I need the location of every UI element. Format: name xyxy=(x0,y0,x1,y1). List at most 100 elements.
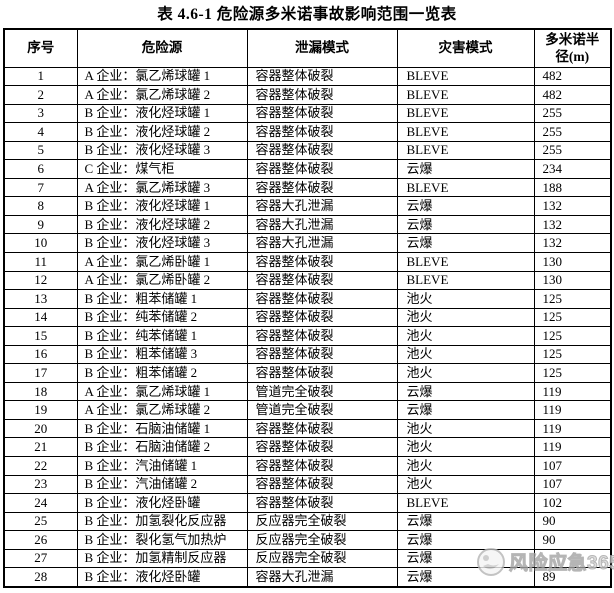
cell-hazard-source: B 企业：液化烃球罐 3 xyxy=(76,140,248,161)
cell-hazard-source: B 企业：汽油储罐 1 xyxy=(76,455,248,476)
table-row: 1 A 企业：氯乙烯球罐 1 容器整体破裂 BLEVE 482 xyxy=(3,66,612,87)
table-row: 27 B 企业：加氢精制反应器 反应器完全破裂 云爆 xyxy=(3,548,612,569)
cell-radius: 125 xyxy=(533,363,612,383)
cell-index: 22 xyxy=(3,455,78,476)
cell-radius: 102 xyxy=(533,493,612,513)
table-row: 13 B 企业：粗苯储罐 1 容器整体破裂 池火 125 xyxy=(3,289,612,309)
cell-hazard-source: B 企业：裂化氢气加热炉 xyxy=(76,530,248,550)
cell-radius: 119 xyxy=(533,437,612,457)
cell-leak-mode: 容器整体破裂 xyxy=(246,103,398,124)
cell-hazard-source: A 企业：氯乙烯球罐 1 xyxy=(76,381,248,402)
cell-hazard-source: B 企业：粗苯储罐 2 xyxy=(76,363,248,383)
cell-leak-mode: 容器大孔泄漏 xyxy=(246,233,398,253)
table-row: 11 A 企业：氯乙烯卧罐 1 容器整体破裂 BLEVE 130 xyxy=(3,251,612,272)
cell-leak-mode: 容器整体破裂 xyxy=(246,159,398,179)
cell-disaster-mode: BLEVE xyxy=(396,103,535,124)
header-row: 序号 危险源 泄漏模式 灾害模式 多米诺半径(m) xyxy=(3,28,612,68)
table-row: 17 B 企业：粗苯储罐 2 容器整体破裂 池火 125 xyxy=(3,363,612,383)
cell-radius: 125 xyxy=(533,307,612,328)
cell-index: 24 xyxy=(3,493,78,513)
cell-hazard-source: B 企业：液化烃球罐 2 xyxy=(76,214,248,235)
cell-hazard-source: C 企业：煤气柜 xyxy=(76,159,248,179)
table-row: 5 B 企业：液化烃球罐 3 容器整体破裂 BLEVE 255 xyxy=(3,140,612,161)
cell-index: 17 xyxy=(3,363,78,383)
cell-hazard-source: B 企业：液化烃卧罐 xyxy=(76,493,248,513)
table-row: 19 A 企业：氯乙烯球罐 2 管道完全破裂 云爆 119 xyxy=(3,400,612,420)
cell-radius: 130 xyxy=(533,251,612,272)
cell-radius: 255 xyxy=(533,140,612,161)
cell-disaster-mode: BLEVE xyxy=(396,493,535,513)
table-row: 9 B 企业：液化烃球罐 2 容器大孔泄漏 云爆 132 xyxy=(3,214,612,235)
cell-leak-mode: 管道完全破裂 xyxy=(246,381,398,402)
cell-disaster-mode: 云爆 xyxy=(396,567,535,588)
cell-index: 13 xyxy=(3,289,78,309)
cell-disaster-mode: BLEVE xyxy=(396,177,535,198)
cell-leak-mode: 管道完全破裂 xyxy=(246,400,398,420)
cell-index: 2 xyxy=(3,85,78,105)
cell-radius: 90 xyxy=(533,511,612,532)
cell-leak-mode: 容器整体破裂 xyxy=(246,140,398,161)
cell-hazard-source: A 企业：氯乙烯卧罐 2 xyxy=(76,270,248,291)
cell-hazard-source: B 企业：汽油储罐 2 xyxy=(76,474,248,495)
cell-index: 14 xyxy=(3,307,78,328)
cell-radius: 125 xyxy=(533,289,612,309)
cell-leak-mode: 容器整体破裂 xyxy=(246,493,398,513)
cell-leak-mode: 容器整体破裂 xyxy=(246,363,398,383)
cell-leak-mode: 容器整体破裂 xyxy=(246,326,398,346)
cell-disaster-mode: 云爆 xyxy=(396,511,535,532)
cell-disaster-mode: 池火 xyxy=(396,437,535,457)
cell-index: 27 xyxy=(3,548,78,569)
cell-leak-mode: 容器整体破裂 xyxy=(246,437,398,457)
cell-index: 18 xyxy=(3,381,78,402)
cell-radius: 132 xyxy=(533,233,612,253)
table-row: 6 C 企业：煤气柜 容器整体破裂 云爆 234 xyxy=(3,159,612,179)
cell-leak-mode: 容器整体破裂 xyxy=(246,474,398,495)
cell-radius: 89 xyxy=(533,567,612,588)
cell-disaster-mode: 云爆 xyxy=(396,400,535,420)
table-row: 26 B 企业：裂化氢气加热炉 反应器完全破裂 云爆 90 xyxy=(3,530,612,550)
cell-disaster-mode: 云爆 xyxy=(396,381,535,402)
cell-radius: 107 xyxy=(533,455,612,476)
cell-disaster-mode: 池火 xyxy=(396,418,535,439)
cell-hazard-source: B 企业：液化烃球罐 3 xyxy=(76,233,248,253)
cell-index: 21 xyxy=(3,437,78,457)
cell-disaster-mode: BLEVE xyxy=(396,251,535,272)
cell-index: 20 xyxy=(3,418,78,439)
cell-index: 12 xyxy=(3,270,78,291)
cell-radius: 119 xyxy=(533,400,612,420)
cell-radius: 132 xyxy=(533,214,612,235)
table-row: 4 B 企业：液化烃球罐 2 容器整体破裂 BLEVE 255 xyxy=(3,122,612,142)
cell-hazard-source: B 企业：粗苯储罐 3 xyxy=(76,344,248,365)
table-row: 16 B 企业：粗苯储罐 3 容器整体破裂 池火 125 xyxy=(3,344,612,365)
cell-radius: 482 xyxy=(533,66,612,87)
table-row: 18 A 企业：氯乙烯球罐 1 管道完全破裂 云爆 119 xyxy=(3,381,612,402)
table-row: 24 B 企业：液化烃卧罐 容器整体破裂 BLEVE 102 xyxy=(3,493,612,513)
cell-radius: 125 xyxy=(533,326,612,346)
cell-index: 16 xyxy=(3,344,78,365)
cell-disaster-mode: 池火 xyxy=(396,326,535,346)
table-row: 8 B 企业：液化烃球罐 1 容器大孔泄漏 云爆 132 xyxy=(3,196,612,216)
cell-disaster-mode: 云爆 xyxy=(396,214,535,235)
cell-radius xyxy=(533,548,612,569)
cell-leak-mode: 反应器完全破裂 xyxy=(246,511,398,532)
table-row: 14 B 企业：纯苯储罐 2 容器整体破裂 池火 125 xyxy=(3,307,612,328)
header-index: 序号 xyxy=(3,28,78,68)
cell-radius: 255 xyxy=(533,103,612,124)
cell-hazard-source: B 企业：粗苯储罐 1 xyxy=(76,289,248,309)
cell-radius: 119 xyxy=(533,381,612,402)
cell-radius: 90 xyxy=(533,530,612,550)
cell-index: 1 xyxy=(3,66,78,87)
cell-disaster-mode: BLEVE xyxy=(396,85,535,105)
cell-index: 23 xyxy=(3,474,78,495)
cell-hazard-source: B 企业：液化烃卧罐 xyxy=(76,567,248,588)
cell-hazard-source: B 企业：石脑油储罐 2 xyxy=(76,437,248,457)
cell-radius: 130 xyxy=(533,270,612,291)
cell-index: 3 xyxy=(3,103,78,124)
cell-radius: 482 xyxy=(533,85,612,105)
cell-index: 5 xyxy=(3,140,78,161)
cell-disaster-mode: 云爆 xyxy=(396,196,535,216)
cell-index: 15 xyxy=(3,326,78,346)
cell-hazard-source: A 企业：氯乙烯卧罐 1 xyxy=(76,251,248,272)
cell-disaster-mode: BLEVE xyxy=(396,140,535,161)
table-row: 25 B 企业：加氢裂化反应器 反应器完全破裂 云爆 90 xyxy=(3,511,612,532)
